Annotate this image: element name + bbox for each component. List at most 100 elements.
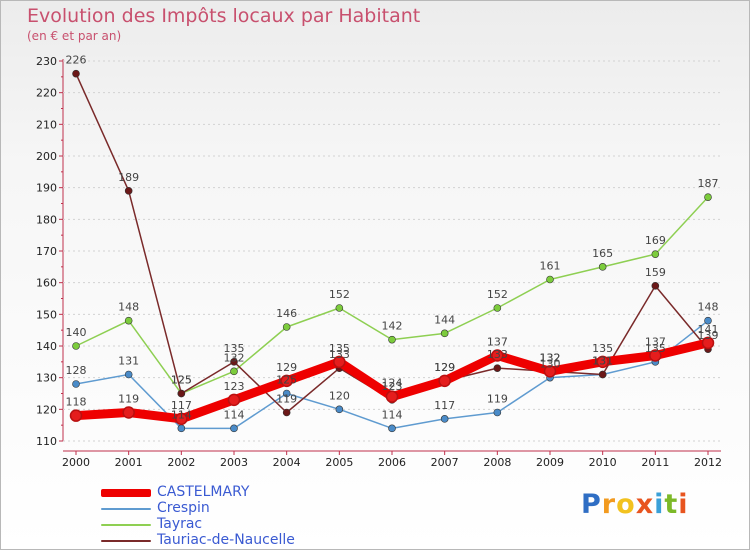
logo-letter: P [581,489,602,520]
point-tayrac [493,304,502,312]
point-castelmary [491,349,504,362]
point-crespin [124,370,133,379]
logo-letter: x [635,489,655,520]
point-tauriac-de-naucelle [493,364,502,372]
proxiti-logo: Proxiti [581,489,689,520]
legend-label-crespin: Crespin [157,500,210,516]
x-tick-label: 2011 [641,456,669,469]
point-crespin [493,408,502,417]
data-label-castelmary: 123 [224,380,245,393]
y-tick-label: 160 [36,277,57,290]
data-label-crespin: 125 [276,374,297,387]
data-label-crespin: 114 [382,408,403,421]
data-label-tayrac: 165 [592,247,613,260]
data-label-castelmary: 129 [276,361,297,374]
axes: 110 120 130 140 150 160 170 180 190 200 210 220 230 2… [36,55,722,469]
point-castelmary [175,412,188,426]
data-label-castelmary: 135 [329,342,350,355]
x-tick-label: 2003 [220,456,248,469]
point-crespin [704,316,712,325]
logo-letter: r [601,489,617,520]
data-label-castelmary: 117 [171,399,192,412]
data-label-castelmary: 124 [382,377,403,390]
point-castelmary [227,393,241,407]
point-castelmary [333,355,346,369]
data-label-tauriac-de-naucelle: 133 [487,348,508,361]
y-tick-label: 220 [36,87,57,100]
point-castelmary [543,365,557,378]
point-tauriac-de-naucelle [651,282,660,290]
logo-letter: o [616,489,636,520]
data-label-tayrac: 140 [66,326,87,339]
y-tick-label: 200 [36,150,57,163]
data-label-crespin: 114 [224,408,245,421]
data-label-crespin: 120 [329,389,350,402]
data-label-crespin: 131 [592,355,613,368]
legend-label-tauriac-de-naucelle: Tauriac-de-Naucelle [157,532,295,548]
point-crespin [177,424,186,433]
x-tick-label: 2008 [483,456,511,469]
data-label-tayrac: 125 [171,374,192,387]
data-label-castelmary: 141 [698,323,719,336]
data-label-tauriac-de-naucelle: 133 [329,348,350,361]
logo-letter: t [664,489,679,520]
data-label-castelmary: 129 [434,361,455,374]
point-crespin [72,380,80,388]
y-tick-label: 120 [36,403,57,416]
point-tayrac [124,316,133,325]
data-label-tauriac-de-naucelle: 131 [592,355,613,368]
data-label-castelmary: 135 [592,342,613,355]
data-label-tauriac-de-naucelle: 129 [434,361,455,374]
data-label-tayrac: 144 [434,313,455,326]
data-label-castelmary: 119 [118,393,139,406]
logo-letter: i [654,489,665,520]
data-label-tauriac-de-naucelle: 135 [224,342,245,355]
logo-letter: i [678,489,689,520]
y-tick-label: 190 [36,182,57,195]
point-tauriac-de-naucelle [177,389,186,398]
x-tick-label: 2004 [273,456,301,469]
x-tick-label: 2000 [62,456,90,469]
data-label-castelmary: 137 [487,336,508,349]
x-tick-label: 2007 [431,456,459,469]
data-label-crespin: 114 [171,408,192,421]
legend-swatch-tayrac [101,524,151,526]
point-tayrac [72,342,80,350]
data-label-castelmary: 137 [645,336,666,349]
data-label-tauriac-de-naucelle: 159 [645,266,666,279]
x-tick-label: 2005 [325,456,353,469]
point-castelmary [701,336,715,350]
data-label-castelmary: 118 [66,396,87,409]
y-tick-label: 150 [36,308,57,321]
point-tayrac [440,329,449,338]
data-label-crespin: 131 [118,355,139,368]
data-label-crespin: 148 [698,301,719,314]
x-tick-label: 2006 [378,456,406,469]
data-label-tauriac-de-naucelle: 119 [276,393,297,406]
x-tick-label: 2002 [167,456,195,469]
point-crespin [230,424,238,433]
point-castelmary [596,355,609,369]
data-label-crespin: 119 [487,393,508,406]
point-tauriac-de-naucelle [124,187,133,195]
data-label-crespin: 117 [434,399,455,412]
data-label-tauriac-de-naucelle: 139 [698,329,719,342]
y-tick-label: 180 [36,213,57,226]
data-label-castelmary: 132 [540,351,561,364]
y-tick-label: 110 [36,435,57,448]
y-tick-label: 140 [36,340,57,353]
series-lines [69,69,715,433]
x-tick-label: 2009 [536,456,564,469]
point-tayrac [282,323,291,331]
legend-swatch-crespin [101,508,151,510]
y-tick-label: 170 [36,245,57,258]
chart-subtitle: (en € et par an) [27,29,122,43]
point-tauriac-de-naucelle [598,370,607,379]
data-label-tauriac-de-naucelle: 132 [540,351,561,364]
point-castelmary [438,374,451,388]
data-label-crespin: 130 [540,358,561,371]
data-label-tayrac: 148 [118,301,139,314]
